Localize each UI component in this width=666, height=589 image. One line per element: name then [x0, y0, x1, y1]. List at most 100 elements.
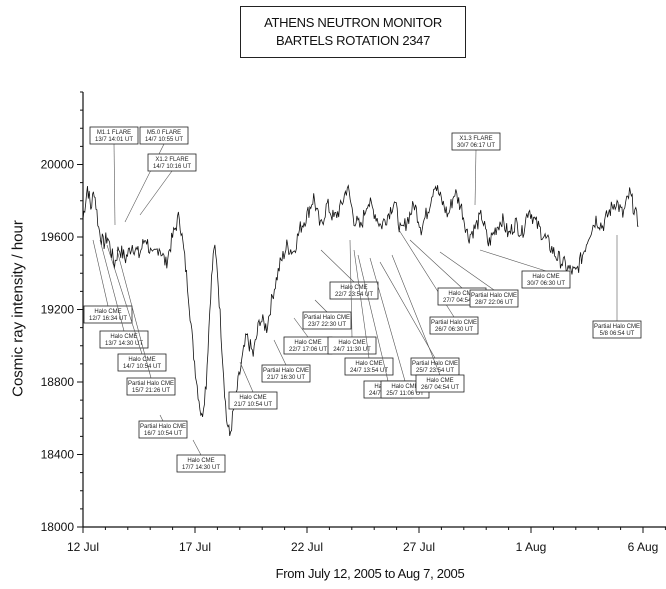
annotation-arrow	[106, 244, 143, 355]
annotation-text: 13/7 14:30 UT	[105, 341, 143, 347]
annotation-text: Halo CME	[340, 285, 367, 291]
annotation-text: 25/7 23:54 UT	[416, 368, 454, 374]
annotation-arrow	[357, 254, 389, 382]
y-axis-label: Cosmic ray intensity / hour	[9, 220, 27, 397]
annotation-arrow	[192, 439, 202, 456]
annotation-box	[302, 311, 352, 330]
annotation-box	[176, 454, 226, 473]
annotation-text: 23/7 22:30 UT	[308, 322, 346, 328]
y-tick-label: 19600	[41, 230, 75, 244]
annotation-text: Halo CME	[391, 384, 418, 390]
y-tick-label: 18400	[41, 448, 75, 462]
annotation-box	[126, 377, 176, 396]
annotation-text: 24/7 13:54 UT	[350, 368, 388, 374]
annotation-box	[89, 126, 139, 145]
x-tick-label: 12 Jul	[67, 540, 99, 554]
x-tick-label: 22 Jul	[291, 540, 323, 554]
annotation-arrow	[409, 239, 463, 289]
annotation-box	[228, 391, 278, 410]
annotation-arrow	[439, 251, 495, 291]
chart-title-line-1: ATHENS NEUTRON MONITOR	[264, 15, 442, 30]
annotation-arrow	[353, 249, 370, 359]
annotation-text: Partial Halo CME	[412, 361, 458, 367]
x-axis-label: From July 12, 2005 to Aug 7, 2005	[275, 566, 465, 581]
annotation-text: Halo CME	[355, 361, 382, 367]
annotation-text: Partial Halo CME	[431, 320, 477, 326]
y-tick-label: 18000	[41, 520, 75, 534]
annotation-box	[147, 153, 197, 172]
annotation-text: 26/7 06:30 UT	[435, 327, 473, 333]
annotation-arrow	[320, 249, 355, 283]
annotation-text: Halo CME	[128, 357, 155, 363]
annotation-text: Partial Halo CME	[594, 324, 640, 330]
annotation-text: 15/7 21:26 UT	[132, 388, 170, 394]
annotation-text: 22/7 17:06 UT	[289, 347, 327, 353]
annotation-text: 25/7 11:06 UT	[386, 391, 424, 397]
annotation-text: Partial Halo CME	[140, 424, 186, 430]
annotation-arrow	[92, 239, 109, 307]
y-tick-label: 20000	[41, 158, 75, 172]
annotation-text: 16/7 10:54 UT	[144, 431, 182, 437]
annotation-text: Halo CME	[532, 274, 559, 280]
annotation-text: 14/7 10:54 UT	[123, 364, 161, 370]
chart-title-line-2: BARTELS ROTATION 2347	[275, 33, 431, 48]
annotation-text: Partial Halo CME	[128, 381, 174, 387]
annotation-text: Halo CME	[448, 291, 475, 297]
annotation-text: Halo CME	[94, 309, 121, 315]
annotation-arrow	[113, 143, 116, 226]
annotation-box	[139, 126, 189, 145]
x-tick-label: 1 Aug	[516, 540, 547, 554]
annotation-arrow	[391, 254, 441, 376]
annotation-box	[415, 374, 465, 393]
annotation-box	[344, 357, 394, 376]
x-tick-label: 6 Aug	[628, 540, 659, 554]
annotation-arrow	[349, 239, 353, 338]
annotation-text: 21/7 10:54 UT	[234, 402, 272, 408]
annotation-box	[327, 336, 377, 355]
annotation-text: X1.3 FLARE	[459, 136, 492, 142]
annotation-box	[469, 289, 519, 308]
annotation-arrow	[99, 239, 125, 332]
annotation-text: 26/7 04:54 UT	[421, 385, 459, 391]
annotation-text: M1.1 FLARE	[97, 130, 131, 136]
annotation-text: Halo CME	[110, 334, 137, 340]
data-series	[82, 184, 639, 436]
annotation-text: Halo CME	[294, 340, 321, 346]
annotation-text: Halo CME	[426, 378, 453, 384]
annotation-box	[261, 364, 311, 383]
annotation-text: 30/7 06:17 UT	[457, 143, 495, 149]
annotation-box	[83, 305, 133, 324]
annotation-text: 27/7 04:54 UT	[443, 298, 481, 304]
annotation-box	[117, 353, 167, 372]
annotation-arrow	[293, 317, 309, 338]
annotation-text: Partial Halo CME	[304, 315, 350, 321]
annotation-box	[521, 270, 571, 289]
annotation-text: 5/8 06:54 UT	[600, 331, 635, 337]
y-tick-label: 19200	[41, 303, 75, 317]
annotation-text: M5.0 FLARE	[147, 130, 181, 136]
chart-title-box: ATHENS NEUTRON MONITOR BARTELS ROTATION …	[240, 6, 466, 58]
annotation-box	[138, 420, 188, 439]
annotation-text: Halo CME	[338, 340, 365, 346]
annotation-arrow	[474, 149, 477, 206]
annotation-arrow	[159, 414, 164, 422]
annotation-arrow	[116, 249, 152, 379]
annotation-text: 12/7 16:34 UT	[89, 316, 127, 322]
annotation-text: 21/7 16:30 UT	[267, 375, 305, 381]
annotation-arrow	[369, 257, 406, 382]
annotation-text: Halo CME	[187, 458, 214, 464]
annotation-text: 22/7 23:54 UT	[335, 292, 373, 298]
